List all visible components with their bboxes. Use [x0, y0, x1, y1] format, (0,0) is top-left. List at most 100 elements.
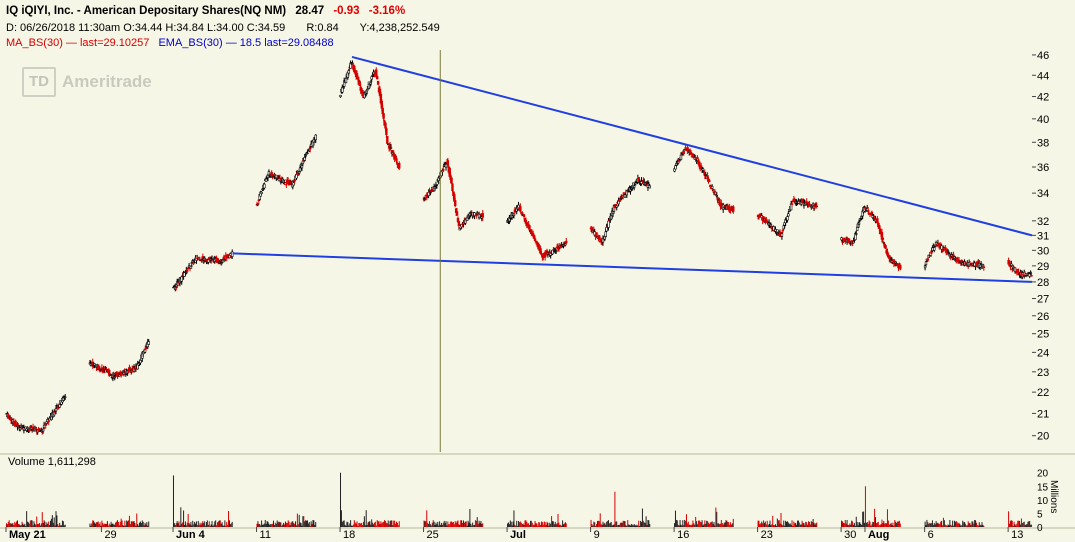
price-tick-label: 25: [1037, 329, 1049, 341]
volume-tick-label: 10: [1037, 496, 1049, 507]
date-tick-label: May 21: [9, 529, 46, 541]
volume-tick-label: 0: [1037, 523, 1043, 534]
volume-tick-label: 5: [1037, 509, 1043, 520]
price-tick-label: 28: [1037, 277, 1049, 289]
candle-body: [385, 128, 388, 136]
candle-body: [63, 396, 67, 398]
volume-unit: Millions: [1048, 480, 1059, 514]
candle-body: [894, 261, 897, 264]
study-legend: MA_BS(30) — last=29.10257 EMA_BS(30) — 1…: [6, 37, 334, 49]
candle-body: [946, 250, 950, 253]
price-tick-label: 21: [1037, 408, 1049, 420]
candle-body: [141, 351, 145, 355]
candle-body: [370, 76, 373, 80]
candle-body: [180, 276, 183, 282]
logo-mark: TD: [22, 67, 56, 97]
candle-body: [382, 113, 385, 119]
price-tick-label: 34: [1037, 188, 1049, 200]
candle-body: [708, 180, 711, 182]
ma-study-label[interactable]: MA_BS(30) — last=29.10257: [6, 37, 150, 49]
candle-body: [274, 174, 277, 177]
date-tick-label: 29: [104, 529, 116, 541]
candle-body: [924, 261, 928, 266]
candle-body: [884, 245, 887, 249]
candle-body: [442, 168, 445, 171]
trendline-upper: [351, 55, 1033, 237]
candle-body: [715, 195, 718, 197]
candle-body: [342, 80, 346, 87]
volume-tick-label: 20: [1037, 469, 1049, 480]
candle-body: [306, 152, 309, 155]
candle-body: [632, 185, 636, 188]
candle-body: [398, 162, 401, 169]
price-tick-label: 20: [1037, 431, 1049, 443]
candle-body: [444, 164, 448, 168]
candle-body: [286, 180, 290, 184]
candle-body: [956, 257, 959, 260]
candle-body: [866, 209, 870, 213]
candle-body: [698, 161, 701, 167]
candle-body: [554, 250, 558, 253]
candle-body: [815, 205, 818, 207]
candle-body: [565, 240, 568, 244]
candle-body: [54, 408, 58, 412]
candle-body: [118, 374, 121, 377]
cursor-info-row: D: 06/26/2018 11:30am O:34.44 H:34.84 L:…: [6, 22, 440, 34]
candle-body: [604, 231, 607, 237]
candle-body: [528, 225, 531, 231]
ratio-info: R:0.84: [306, 22, 339, 34]
candle-body: [966, 262, 969, 265]
candle-body: [48, 417, 51, 421]
candle-body: [551, 249, 554, 255]
candle-body: [870, 211, 874, 215]
candle-body: [384, 122, 387, 129]
candle-body: [381, 107, 384, 115]
date-tick-label: 30: [844, 529, 856, 541]
candle-body: [454, 200, 457, 207]
candle-body: [47, 420, 50, 423]
candle-body: [223, 259, 227, 261]
bar-info: D: 06/26/2018 11:30am O:34.44 H:34.84 L:…: [6, 22, 286, 34]
candle-body: [43, 427, 47, 429]
candle-body: [304, 155, 307, 157]
candle-body: [770, 225, 774, 229]
candle-body: [710, 186, 714, 189]
candle-body: [706, 175, 709, 180]
candle-body: [278, 177, 282, 180]
date-tick-label: Aug: [868, 529, 889, 541]
candle-body: [1030, 275, 1033, 277]
candle-body: [478, 213, 482, 215]
candle-body: [973, 262, 976, 267]
candle-body: [264, 178, 268, 182]
candle-body: [369, 82, 372, 85]
candle-body: [458, 228, 462, 231]
candle-body: [109, 374, 113, 376]
trendline-lower: [232, 252, 1033, 283]
candle-body: [979, 263, 983, 265]
candle-body: [28, 429, 31, 432]
candle-body: [97, 366, 101, 371]
symbol-name: IQ iQIYI, Inc. - American Depositary Sha…: [6, 5, 287, 17]
candle-body: [598, 235, 601, 240]
date-tick-label: 25: [427, 529, 439, 541]
candle-body: [1027, 271, 1030, 274]
candle-body: [855, 233, 858, 235]
candle-body: [614, 203, 618, 206]
candle-body: [451, 183, 454, 192]
candle-body: [537, 244, 540, 249]
last-price: 28.47: [295, 5, 325, 17]
candle-body: [699, 165, 703, 168]
ema-study-label[interactable]: EMA_BS(30) — 18.5 last=29.08488: [158, 37, 334, 49]
candle-body: [530, 229, 533, 234]
candle-body: [358, 81, 361, 87]
price-tick-label: 29: [1037, 261, 1049, 273]
candle-body: [621, 195, 625, 197]
candle-body: [774, 229, 777, 232]
candle-body: [933, 247, 936, 251]
candle-body: [263, 183, 266, 189]
candle-body: [260, 191, 263, 194]
candle-body: [376, 76, 379, 80]
candle-body: [696, 157, 699, 159]
price-tick-label: 36: [1037, 162, 1049, 174]
